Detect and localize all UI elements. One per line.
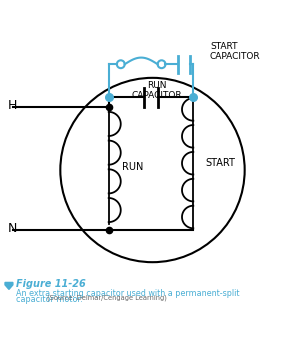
Text: N: N — [7, 222, 17, 236]
Text: H: H — [7, 98, 17, 112]
Text: START: START — [205, 158, 235, 168]
Polygon shape — [5, 282, 13, 289]
Text: RUN
CAPACITOR: RUN CAPACITOR — [132, 81, 182, 100]
Text: RUN: RUN — [122, 162, 144, 172]
Text: capacitor motor.: capacitor motor. — [16, 295, 83, 304]
Text: An extra starting capacitor used with a permanent-split: An extra starting capacitor used with a … — [16, 289, 239, 298]
Text: Figure 11-26: Figure 11-26 — [16, 279, 86, 289]
Text: START
CAPACITOR: START CAPACITOR — [210, 42, 260, 61]
Text: (Source: Delmar/Cengage Learning): (Source: Delmar/Cengage Learning) — [47, 295, 167, 301]
